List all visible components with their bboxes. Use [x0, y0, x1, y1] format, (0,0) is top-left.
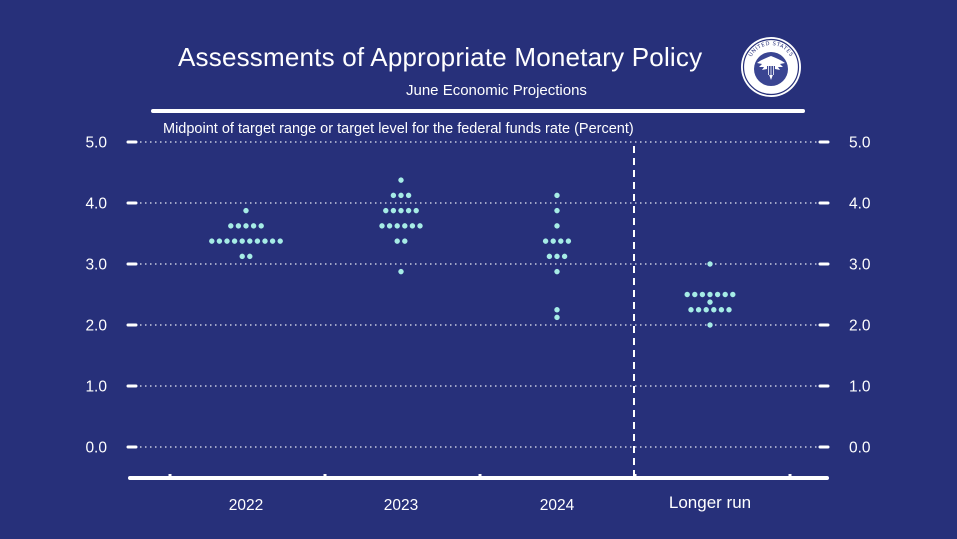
dot-0-1-1	[235, 223, 242, 229]
dot-2-3-0	[542, 238, 549, 244]
dot-0-2-3	[231, 238, 238, 244]
dot-1-3-5	[417, 223, 423, 229]
dot-0-2-2	[224, 238, 230, 244]
dot-2-0-0	[554, 192, 560, 199]
dot-1-3-3	[402, 223, 408, 229]
dot-0-2-7	[262, 238, 268, 244]
title-rule	[151, 109, 805, 113]
dot-3-1-0	[684, 291, 690, 298]
dot-0-1-3	[250, 223, 257, 229]
grid-lines	[140, 141, 818, 448]
dot-2-5-0	[554, 268, 560, 275]
chart-title: Assessments of Appropriate Monetary Poli…	[178, 42, 703, 72]
dot-3-1-6	[730, 291, 736, 298]
dot-3-3-5	[726, 307, 732, 313]
y-tick-label-left-2: 2.0	[85, 318, 107, 335]
chart-subtitle: June Economic Projections	[406, 82, 587, 99]
dot-0-2-1	[216, 238, 223, 244]
dot-1-3-0	[379, 223, 385, 229]
dot-1-4-1	[402, 238, 408, 244]
dot-3-0-0	[707, 261, 713, 267]
x-category-label-0: 2022	[229, 497, 263, 514]
dot-0-3-1	[247, 253, 253, 260]
dot-3-3-3	[711, 307, 717, 313]
dot-1-2-1	[390, 207, 397, 214]
y-axis-label: Midpoint of target range or target level…	[163, 121, 634, 137]
dot-1-2-4	[413, 207, 419, 214]
axes: 0.0 0.0 1.0 1.0 2.0 2.0 3.0 3.0 4.0 4.0 5.0 5.0 2022…	[85, 135, 870, 515]
y-tick-label-right-5: 5.0	[849, 135, 871, 152]
y-tick-label-left-4: 4.0	[85, 196, 107, 213]
dot-1-1-2	[405, 192, 412, 199]
dot-3-1-3	[707, 291, 713, 298]
dot-1-3-4	[409, 223, 416, 229]
dot-1-3-2	[394, 223, 400, 229]
dot-1-4-0	[394, 238, 400, 244]
dot-2-3-3	[565, 238, 572, 244]
dot-3-1-1	[692, 291, 698, 298]
dot-0-2-6	[254, 238, 261, 244]
y-tick-label-left-0: 0.0	[85, 440, 107, 457]
dot-3-1-5	[722, 291, 728, 298]
dot-0-1-2	[243, 223, 249, 229]
dot-2-4-2	[561, 253, 568, 260]
dot-2-3-1	[550, 238, 556, 244]
dot-1-2-2	[398, 207, 404, 214]
dot-0-2-4	[239, 238, 245, 244]
dot-1-3-1	[386, 223, 393, 229]
dot-0-1-4	[258, 223, 264, 229]
dot-1-2-0	[383, 207, 389, 214]
dot-1-2-3	[405, 207, 412, 214]
dot-2-4-0	[546, 253, 553, 260]
dot-2-1-0	[554, 207, 560, 214]
dot-0-1-0	[228, 223, 234, 229]
y-tick-label-right-4: 4.0	[849, 196, 871, 213]
dot-0-2-8	[269, 238, 276, 244]
y-tick-label-left-3: 3.0	[85, 257, 107, 274]
y-tick-label-right-0: 0.0	[849, 440, 871, 457]
dot-1-1-1	[398, 192, 404, 199]
dot-2-3-2	[558, 238, 564, 244]
dot-1-0-0	[398, 177, 404, 183]
dot-3-3-4	[718, 307, 725, 313]
dot-2-7-0	[554, 314, 560, 321]
dot-2-6-0	[554, 307, 560, 313]
dot-3-2-0	[707, 299, 713, 305]
dot-2-4-1	[554, 253, 560, 260]
x-category-label-3: Longer run	[669, 493, 751, 512]
dot-0-2-9	[277, 238, 283, 244]
federal-reserve-seal-icon: UNITED STATES	[741, 37, 801, 97]
dot-0-3-0	[239, 253, 245, 260]
dot-3-1-4	[714, 291, 721, 298]
dot-3-4-0	[707, 322, 713, 328]
dot-1-1-0	[390, 192, 397, 199]
y-tick-label-right-3: 3.0	[849, 257, 871, 274]
y-tick-label-right-2: 2.0	[849, 318, 871, 335]
dots-layer	[209, 177, 736, 328]
dot-0-0-0	[243, 207, 249, 214]
x-category-label-2: 2024	[540, 497, 575, 514]
x-category-label-1: 2023	[384, 497, 418, 514]
y-tick-label-left-1: 1.0	[85, 379, 107, 396]
dot-3-3-0	[688, 307, 694, 313]
dot-0-2-5	[247, 238, 253, 244]
dot-3-1-2	[699, 291, 706, 298]
dot-1-5-0	[398, 268, 404, 275]
dot-3-3-2	[703, 307, 709, 313]
y-tick-label-right-1: 1.0	[849, 379, 871, 396]
dot-2-2-0	[554, 223, 560, 229]
dot-0-2-0	[209, 238, 215, 244]
dot-3-3-1	[695, 307, 702, 313]
y-tick-label-left-5: 5.0	[85, 135, 107, 152]
